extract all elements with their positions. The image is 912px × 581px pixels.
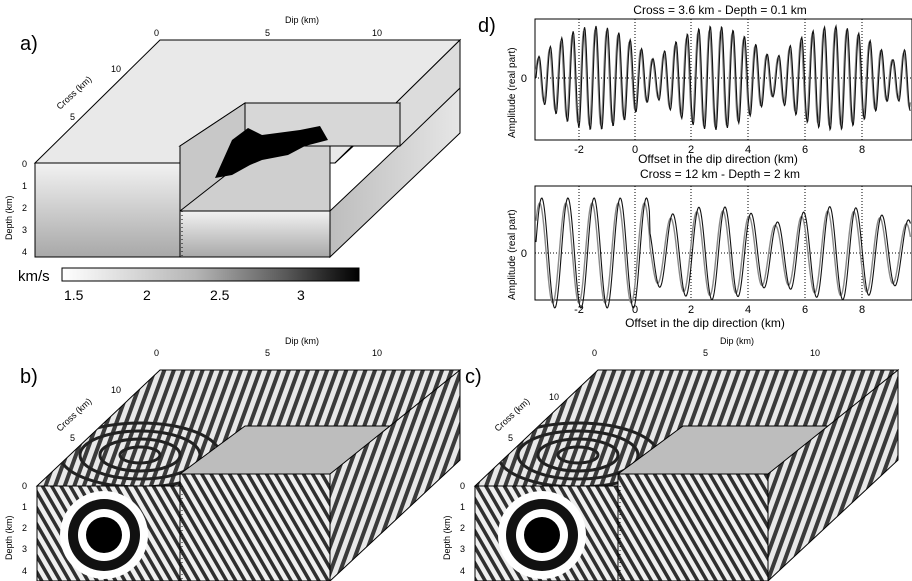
panel-d-bottom-xtick-1: 0 <box>632 304 638 316</box>
panel-b-cross-tick-5: 5 <box>70 433 75 443</box>
panel-b-dip-tick-10: 10 <box>372 348 382 358</box>
panel-b-depth-label: Depth (km) <box>4 515 14 560</box>
panel-d-bottom-grid <box>578 186 863 300</box>
panel-d-top-title: Cross = 3.6 km - Depth = 0.1 km <box>633 3 806 17</box>
panel-a-front-lower <box>179 210 331 258</box>
panel-a-depth-tick-3: 3 <box>22 225 27 235</box>
panel-a-depth-tick-2: 2 <box>22 203 27 213</box>
panel-d-bottom-xtick-2: 2 <box>688 304 694 316</box>
panel-c-depth-tick-0: 0 <box>460 481 465 491</box>
panel-d-top-xtick-2: 2 <box>688 144 694 156</box>
panel-d-bottom-xtick-5: 8 <box>859 304 865 316</box>
panel-b-dip-tick-0: 0 <box>154 348 159 358</box>
panel-a-colorbar-tick-4: 3 <box>297 287 305 303</box>
panel-a-colorbar-unit: km/s <box>18 268 50 285</box>
panel-d-top-ylabel: Amplitude (real part) <box>507 47 518 138</box>
panel-c-front-lower <box>617 473 769 581</box>
panel-a-dip-label: Dip (km) <box>285 15 319 25</box>
panel-c-right-face <box>767 368 899 581</box>
panel-c-dip-tick-10: 10 <box>810 348 820 358</box>
panel-a-front-face <box>34 162 181 258</box>
panel-b: b) Dip (km) 0 5 10 Cross (km) 10 5 0 1 2… <box>4 336 462 581</box>
panel-a-depth-tick-0: 0 <box>22 159 27 169</box>
panel-c: c) Dip (km) 0 5 10 Cross (km) 10 5 0 1 2… <box>442 336 900 581</box>
panel-b-dip-tick-5: 5 <box>265 348 270 358</box>
panel-c-core <box>524 517 560 553</box>
panel-a-cross-label: Cross (km) <box>55 74 94 111</box>
panel-d-bottom-xtick-3: 4 <box>745 304 751 316</box>
panel-a-colorbar-tick-2: 2 <box>143 287 151 303</box>
panel-a-label: a) <box>20 33 38 55</box>
panel-a-colorbar <box>61 267 360 282</box>
panel-d-top-series-black <box>535 24 911 132</box>
panel-a-depth-label: Depth (km) <box>4 195 14 240</box>
panel-d-top-xtick-4: 6 <box>802 144 808 156</box>
panel-a-depth-tick-4: 4 <box>22 247 27 257</box>
panel-d-bottom-xtick-4: 6 <box>802 304 808 316</box>
panel-a-cross-tick-5: 5 <box>70 112 75 122</box>
panel-b-dip-label: Dip (km) <box>285 336 319 346</box>
panel-b-depth-tick-3: 3 <box>22 544 27 554</box>
panel-d-label: d) <box>478 15 496 37</box>
panel-d-bottom-xtick-0: -2 <box>574 304 584 316</box>
panel-a-dip-tick-10: 10 <box>372 28 382 38</box>
panel-d-bottom-frame <box>534 185 912 301</box>
panel-b-right-face <box>329 368 461 581</box>
panel-a-depth-tick-1: 1 <box>22 181 27 191</box>
panel-c-depth-label: Depth (km) <box>442 515 452 560</box>
panel-c-dip-label: Dip (km) <box>720 336 754 346</box>
panel-c-depth-tick-3: 3 <box>460 544 465 554</box>
panel-c-depth-tick-2: 2 <box>460 523 465 533</box>
panel-c-dip-tick-5: 5 <box>703 348 708 358</box>
panel-d-bottom-series-black <box>535 197 911 309</box>
panel-b-depth-tick-2: 2 <box>22 523 27 533</box>
panel-b-depth-tick-1: 1 <box>22 502 27 512</box>
panel-d-bottom-ytick: 0 <box>521 248 527 260</box>
panel-c-cross-tick-5: 5 <box>508 433 513 443</box>
panel-c-depth-tick-1: 1 <box>460 502 465 512</box>
panel-d-top-xtick-3: 4 <box>745 144 751 156</box>
panel-d-top-frame <box>534 18 912 141</box>
panel-c-cross-tick-10: 10 <box>549 392 559 402</box>
panel-d-top-ytick: 0 <box>521 73 527 85</box>
panel-d-top-xtick-1: 0 <box>632 144 638 156</box>
panel-a-colorbar-tick-1: 1.5 <box>64 287 84 303</box>
panel-a-dip-tick-5: 5 <box>265 28 270 38</box>
panel-b-cross-label: Cross (km) <box>55 396 94 433</box>
panel-d: d) Cross = 3.6 km - Depth = 0.1 km 0 -2 … <box>478 3 912 330</box>
panel-d-bottom-ylabel: Amplitude (real part) <box>507 209 518 300</box>
panel-b-depth-tick-4: 4 <box>22 566 27 576</box>
panel-d-top-xtick-0: -2 <box>574 144 584 156</box>
panel-a-cross-tick-10: 10 <box>111 64 121 74</box>
panel-d-bottom-xlabel: Offset in the dip direction (km) <box>625 316 785 330</box>
panel-a-colorbar-tick-3: 2.5 <box>210 287 230 303</box>
panel-d-top-xtick-5: 8 <box>859 144 865 156</box>
panel-b-depth-tick-0: 0 <box>22 481 27 491</box>
panel-d-top-xlabel: Offset in the dip direction (km) <box>638 152 798 166</box>
panel-b-cross-tick-10: 10 <box>111 385 121 395</box>
panel-d-top-series-gray <box>535 27 912 129</box>
panel-c-dip-tick-0: 0 <box>592 348 597 358</box>
panel-d-bottom-title: Cross = 12 km - Depth = 2 km <box>640 167 800 181</box>
panel-c-depth-tick-4: 4 <box>460 566 465 576</box>
panel-a-salt-body <box>215 126 328 178</box>
panel-c-label: c) <box>465 366 482 388</box>
panel-b-core <box>86 517 122 553</box>
panel-b-front-lower <box>179 473 331 581</box>
panel-b-label: b) <box>20 366 38 388</box>
panel-a-dip-tick-0: 0 <box>154 28 159 38</box>
panel-c-cross-label: Cross (km) <box>493 396 532 433</box>
panel-a: a) Dip (km) 0 5 10 Cross (km) 10 5 0 1 2… <box>4 15 462 303</box>
